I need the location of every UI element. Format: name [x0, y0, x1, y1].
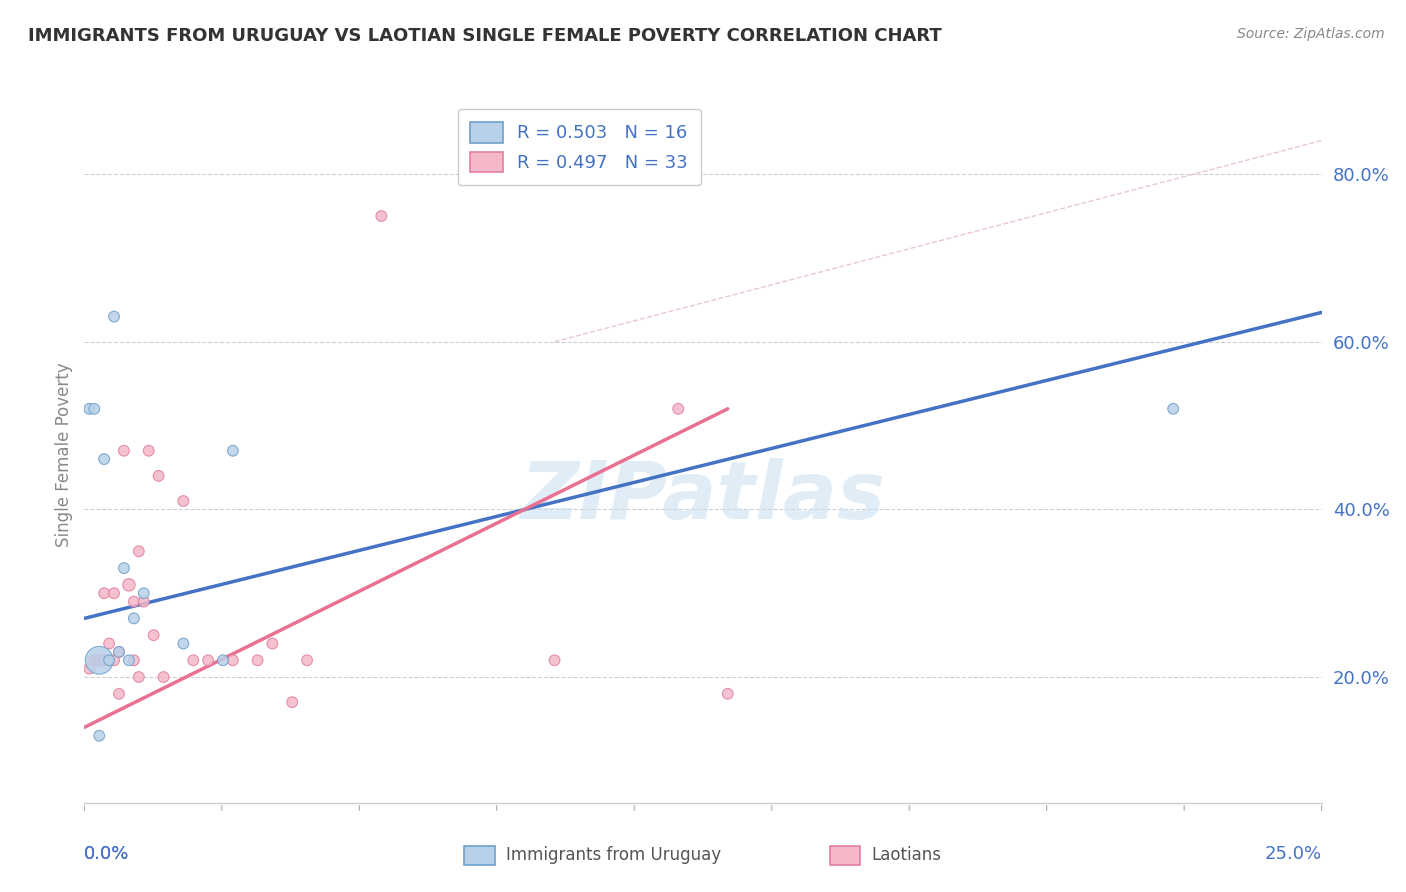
- Text: 0.0%: 0.0%: [84, 845, 129, 863]
- Point: [108, 687, 131, 701]
- Point: [83, 653, 105, 667]
- Text: 25.0%: 25.0%: [1264, 845, 1322, 863]
- Point: [122, 653, 145, 667]
- Point: [112, 443, 135, 458]
- Point: [118, 653, 141, 667]
- Point: [122, 594, 145, 608]
- Legend: R = 0.503   N = 16, R = 0.497   N = 33: R = 0.503 N = 16, R = 0.497 N = 33: [458, 109, 700, 186]
- Point: [89, 729, 111, 743]
- Point: [543, 653, 565, 667]
- Text: Source: ZipAtlas.com: Source: ZipAtlas.com: [1237, 27, 1385, 41]
- Text: ZIPatlas: ZIPatlas: [520, 458, 886, 536]
- Point: [79, 662, 101, 676]
- Point: [89, 653, 111, 667]
- Point: [281, 695, 304, 709]
- Point: [128, 544, 150, 558]
- Point: [93, 653, 115, 667]
- Point: [103, 586, 125, 600]
- Point: [103, 310, 125, 324]
- Point: [93, 452, 115, 467]
- Point: [212, 653, 235, 667]
- Text: Immigrants from Uruguay: Immigrants from Uruguay: [506, 847, 721, 864]
- Point: [295, 653, 318, 667]
- Point: [717, 687, 740, 701]
- Y-axis label: Single Female Poverty: Single Female Poverty: [55, 363, 73, 547]
- Point: [246, 653, 269, 667]
- Text: 0.0%: 0.0%: [84, 845, 129, 863]
- Point: [98, 636, 121, 650]
- Point: [89, 653, 111, 667]
- Point: [1161, 401, 1184, 416]
- Point: [103, 653, 125, 667]
- Text: Laotians: Laotians: [872, 847, 942, 864]
- Text: IMMIGRANTS FROM URUGUAY VS LAOTIAN SINGLE FEMALE POVERTY CORRELATION CHART: IMMIGRANTS FROM URUGUAY VS LAOTIAN SINGL…: [28, 27, 942, 45]
- Point: [181, 653, 204, 667]
- Point: [666, 401, 689, 416]
- Point: [98, 653, 121, 667]
- Point: [122, 611, 145, 625]
- Point: [108, 645, 131, 659]
- Point: [79, 401, 101, 416]
- Point: [108, 645, 131, 659]
- Point: [172, 636, 194, 650]
- Point: [262, 636, 284, 650]
- Point: [128, 670, 150, 684]
- Point: [132, 594, 155, 608]
- Point: [222, 653, 245, 667]
- Point: [142, 628, 165, 642]
- Point: [152, 670, 174, 684]
- Point: [197, 653, 219, 667]
- Point: [132, 586, 155, 600]
- Point: [148, 468, 170, 483]
- Point: [118, 578, 141, 592]
- Point: [112, 561, 135, 575]
- Point: [172, 494, 194, 508]
- Point: [93, 586, 115, 600]
- Point: [222, 443, 245, 458]
- Point: [370, 209, 392, 223]
- Point: [138, 443, 160, 458]
- Point: [83, 401, 105, 416]
